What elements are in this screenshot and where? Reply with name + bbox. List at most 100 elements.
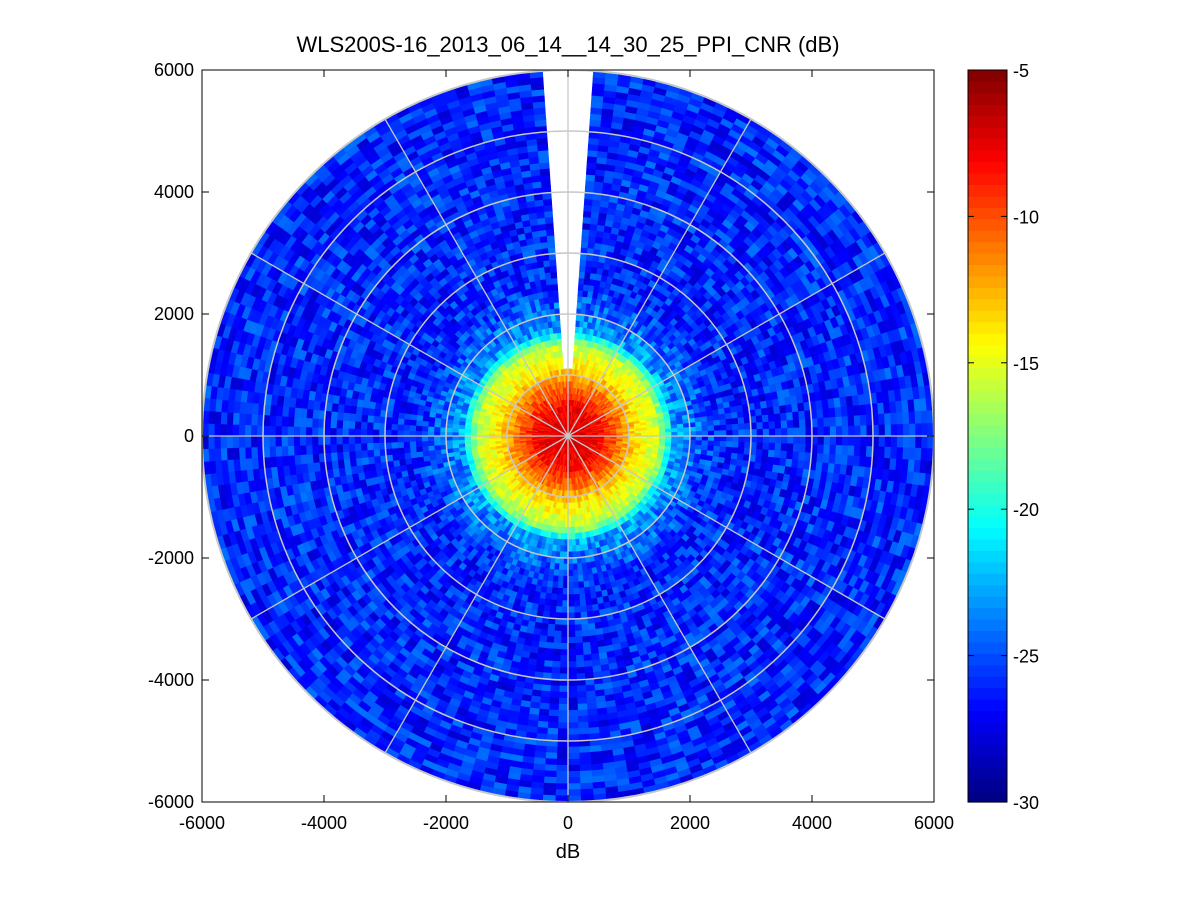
cnr-cell [551, 581, 559, 589]
cnr-cell [427, 425, 435, 432]
cnr-cell [671, 427, 679, 433]
cnr-cell [409, 435, 416, 442]
cnr-cell [707, 420, 715, 427]
cnr-cell [713, 430, 721, 437]
cnr-cell [575, 544, 581, 552]
cnr-cell [713, 425, 721, 432]
cnr-cell [396, 429, 404, 437]
cnr-cell [578, 277, 585, 285]
cnr-cell [583, 586, 591, 595]
cnr-cell [403, 418, 411, 426]
cnr-cell [677, 427, 685, 433]
cnr-cell [427, 435, 435, 442]
cnr-cell [582, 580, 590, 589]
cnr-cell [562, 581, 569, 589]
cnr-cell [415, 430, 423, 437]
cnr-cell [577, 569, 584, 577]
cnr-cell [683, 427, 691, 433]
cnr-cell [445, 439, 453, 445]
cnr-cell [707, 430, 715, 437]
cnr-cell [397, 417, 405, 425]
cnr-cell [701, 435, 709, 442]
cnr-cell [563, 557, 569, 565]
cnr-cell [409, 440, 417, 448]
cnr-cell [551, 587, 558, 595]
cnr-cell [567, 600, 575, 608]
cnr-cell [396, 441, 405, 449]
cnr-cell [582, 574, 589, 582]
cnr-cell [713, 440, 721, 447]
cnr-cell [567, 594, 575, 602]
cnr-cell [421, 420, 429, 427]
cnr-cell [567, 581, 574, 589]
cnr-cell [683, 439, 691, 445]
cnr-cell [726, 435, 734, 443]
cnr-cell [570, 514, 575, 522]
cnr-cell [732, 429, 740, 437]
cnr-cell [427, 445, 435, 452]
cnr-cell [543, 604, 551, 613]
cnr-cell [543, 265, 552, 274]
cnr-cell [562, 563, 569, 571]
cnr-cell [556, 587, 564, 595]
cnr-cell [553, 301, 560, 309]
cnr-cell [558, 344, 563, 352]
cnr-cell [551, 283, 559, 291]
cnr-cell [567, 557, 573, 565]
cnr-cell [707, 445, 715, 452]
cnr-cell [559, 551, 565, 559]
cnr-cell [409, 430, 416, 437]
cnr-cell [433, 435, 441, 442]
cnr-cell [550, 271, 558, 279]
cnr-cell [397, 452, 406, 461]
cnr-cell [718, 413, 727, 421]
cnr-cell [707, 425, 715, 432]
cnr-cell [403, 441, 411, 448]
cnr-cell [578, 587, 585, 595]
cnr-cell [470, 438, 478, 444]
cnr-cell [403, 452, 412, 460]
cnr-cell [552, 289, 559, 297]
cnr-cell [719, 446, 727, 453]
cnr-cell [726, 429, 734, 437]
cnr-cell [559, 362, 564, 370]
cnr-cell [551, 277, 558, 285]
cnr-cell [731, 441, 740, 449]
cnr-cell [562, 588, 569, 595]
cnr-cell [556, 326, 562, 334]
cnr-cell [695, 430, 703, 437]
cnr-cell [695, 426, 703, 432]
cnr-cell [701, 420, 709, 427]
cnr-cell [552, 575, 559, 583]
cnr-cell [572, 587, 580, 595]
cnr-cell [427, 440, 435, 447]
cnr-cell [578, 593, 586, 601]
cnr-cell [464, 439, 471, 444]
cnr-cell [571, 551, 577, 559]
cnr-cell [677, 439, 685, 445]
cnr-cell [562, 575, 569, 583]
cnr-cell [482, 438, 490, 443]
cnr-cell [549, 265, 557, 273]
cnr-cell [550, 593, 558, 601]
cnr-cell [452, 443, 460, 449]
cnr-cell [558, 350, 563, 358]
cnr-cell [695, 440, 703, 446]
cnr-cell [571, 545, 577, 553]
cnr-cell [433, 444, 441, 451]
cnr-cell [556, 593, 563, 601]
cnr-cell [421, 440, 429, 447]
cnr-cell [713, 445, 721, 453]
cnr-cell [712, 414, 721, 422]
cnr-cell [556, 332, 562, 340]
cnr-cell [544, 271, 552, 280]
cnr-cell [557, 569, 564, 577]
cnr-cell [402, 435, 410, 443]
cnr-cells [202, 70, 934, 802]
cnr-cell [719, 440, 727, 448]
cnr-cell [689, 435, 697, 441]
cnr-cell [451, 427, 459, 433]
cnr-cell [731, 417, 739, 425]
cnr-cell [433, 430, 441, 437]
cnr-cell [415, 425, 423, 432]
